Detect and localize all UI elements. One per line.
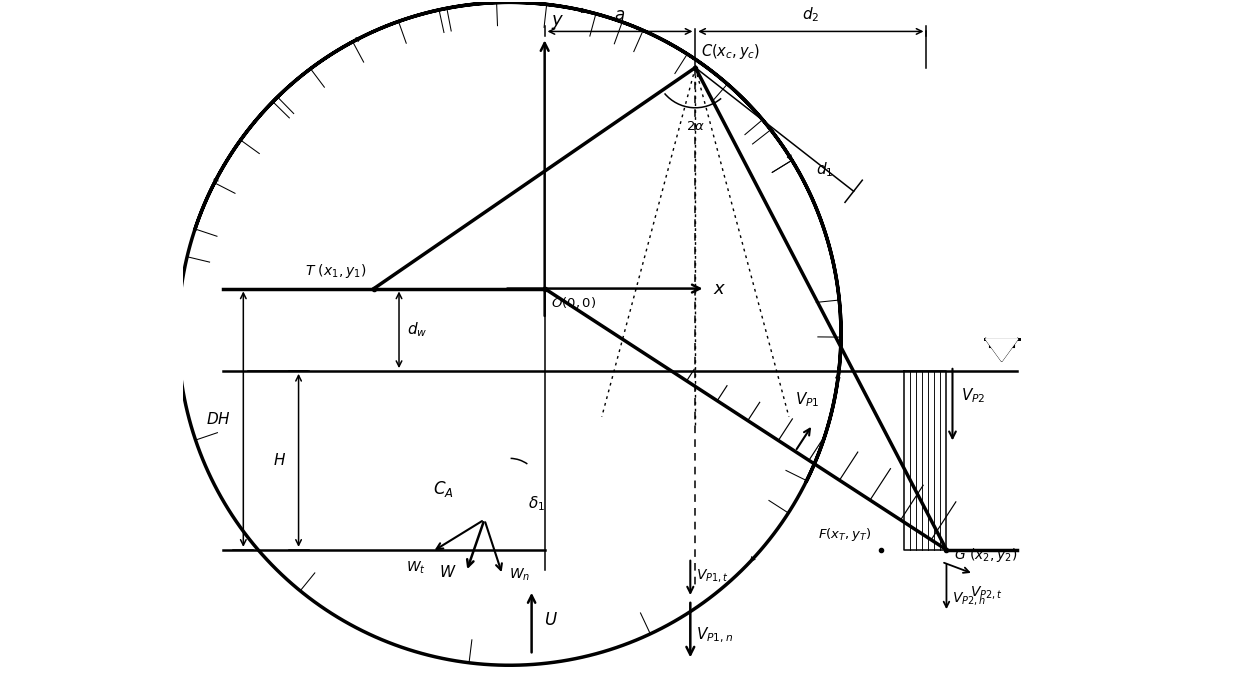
Text: $U$: $U$ (543, 612, 558, 629)
Text: $V_{P2}$: $V_{P2}$ (961, 386, 985, 405)
Text: $V_{P2,n}$: $V_{P2,n}$ (952, 590, 987, 607)
Text: $V_{P1}$: $V_{P1}$ (795, 391, 820, 410)
Text: $O(0,0)$: $O(0,0)$ (551, 295, 596, 310)
Text: $DH$: $DH$ (207, 411, 232, 427)
Text: $\delta_1$: $\delta_1$ (527, 495, 544, 513)
Text: $V_{P2,t}$: $V_{P2,t}$ (970, 584, 1002, 601)
Text: $G\ (x_2, y_2)$: $G\ (x_2, y_2)$ (955, 546, 1018, 564)
Text: $V_{P1,n}$: $V_{P1,n}$ (697, 625, 734, 645)
Text: $x$: $x$ (713, 280, 727, 297)
Text: $2\alpha$: $2\alpha$ (686, 120, 704, 132)
Text: $d_w$: $d_w$ (407, 320, 428, 339)
Polygon shape (986, 339, 1018, 361)
Text: $W$: $W$ (439, 564, 456, 580)
Text: $y$: $y$ (551, 14, 564, 31)
Text: $H$: $H$ (274, 452, 286, 468)
Text: $W_t$: $W_t$ (407, 560, 427, 576)
Text: $d_1$: $d_1$ (816, 160, 833, 179)
Text: $C_A$: $C_A$ (434, 479, 454, 500)
Text: $V_{P1,t}$: $V_{P1,t}$ (697, 567, 729, 584)
Text: $a$: $a$ (615, 7, 625, 24)
Text: $T\ (x_1, y_1)$: $T\ (x_1, y_1)$ (305, 262, 366, 280)
Text: $C(x_c, y_c)$: $C(x_c, y_c)$ (702, 41, 760, 61)
Text: $W_n$: $W_n$ (508, 566, 529, 583)
Text: $d_2$: $d_2$ (802, 5, 820, 24)
Text: $F(x_T, y_T)$: $F(x_T, y_T)$ (818, 526, 872, 543)
